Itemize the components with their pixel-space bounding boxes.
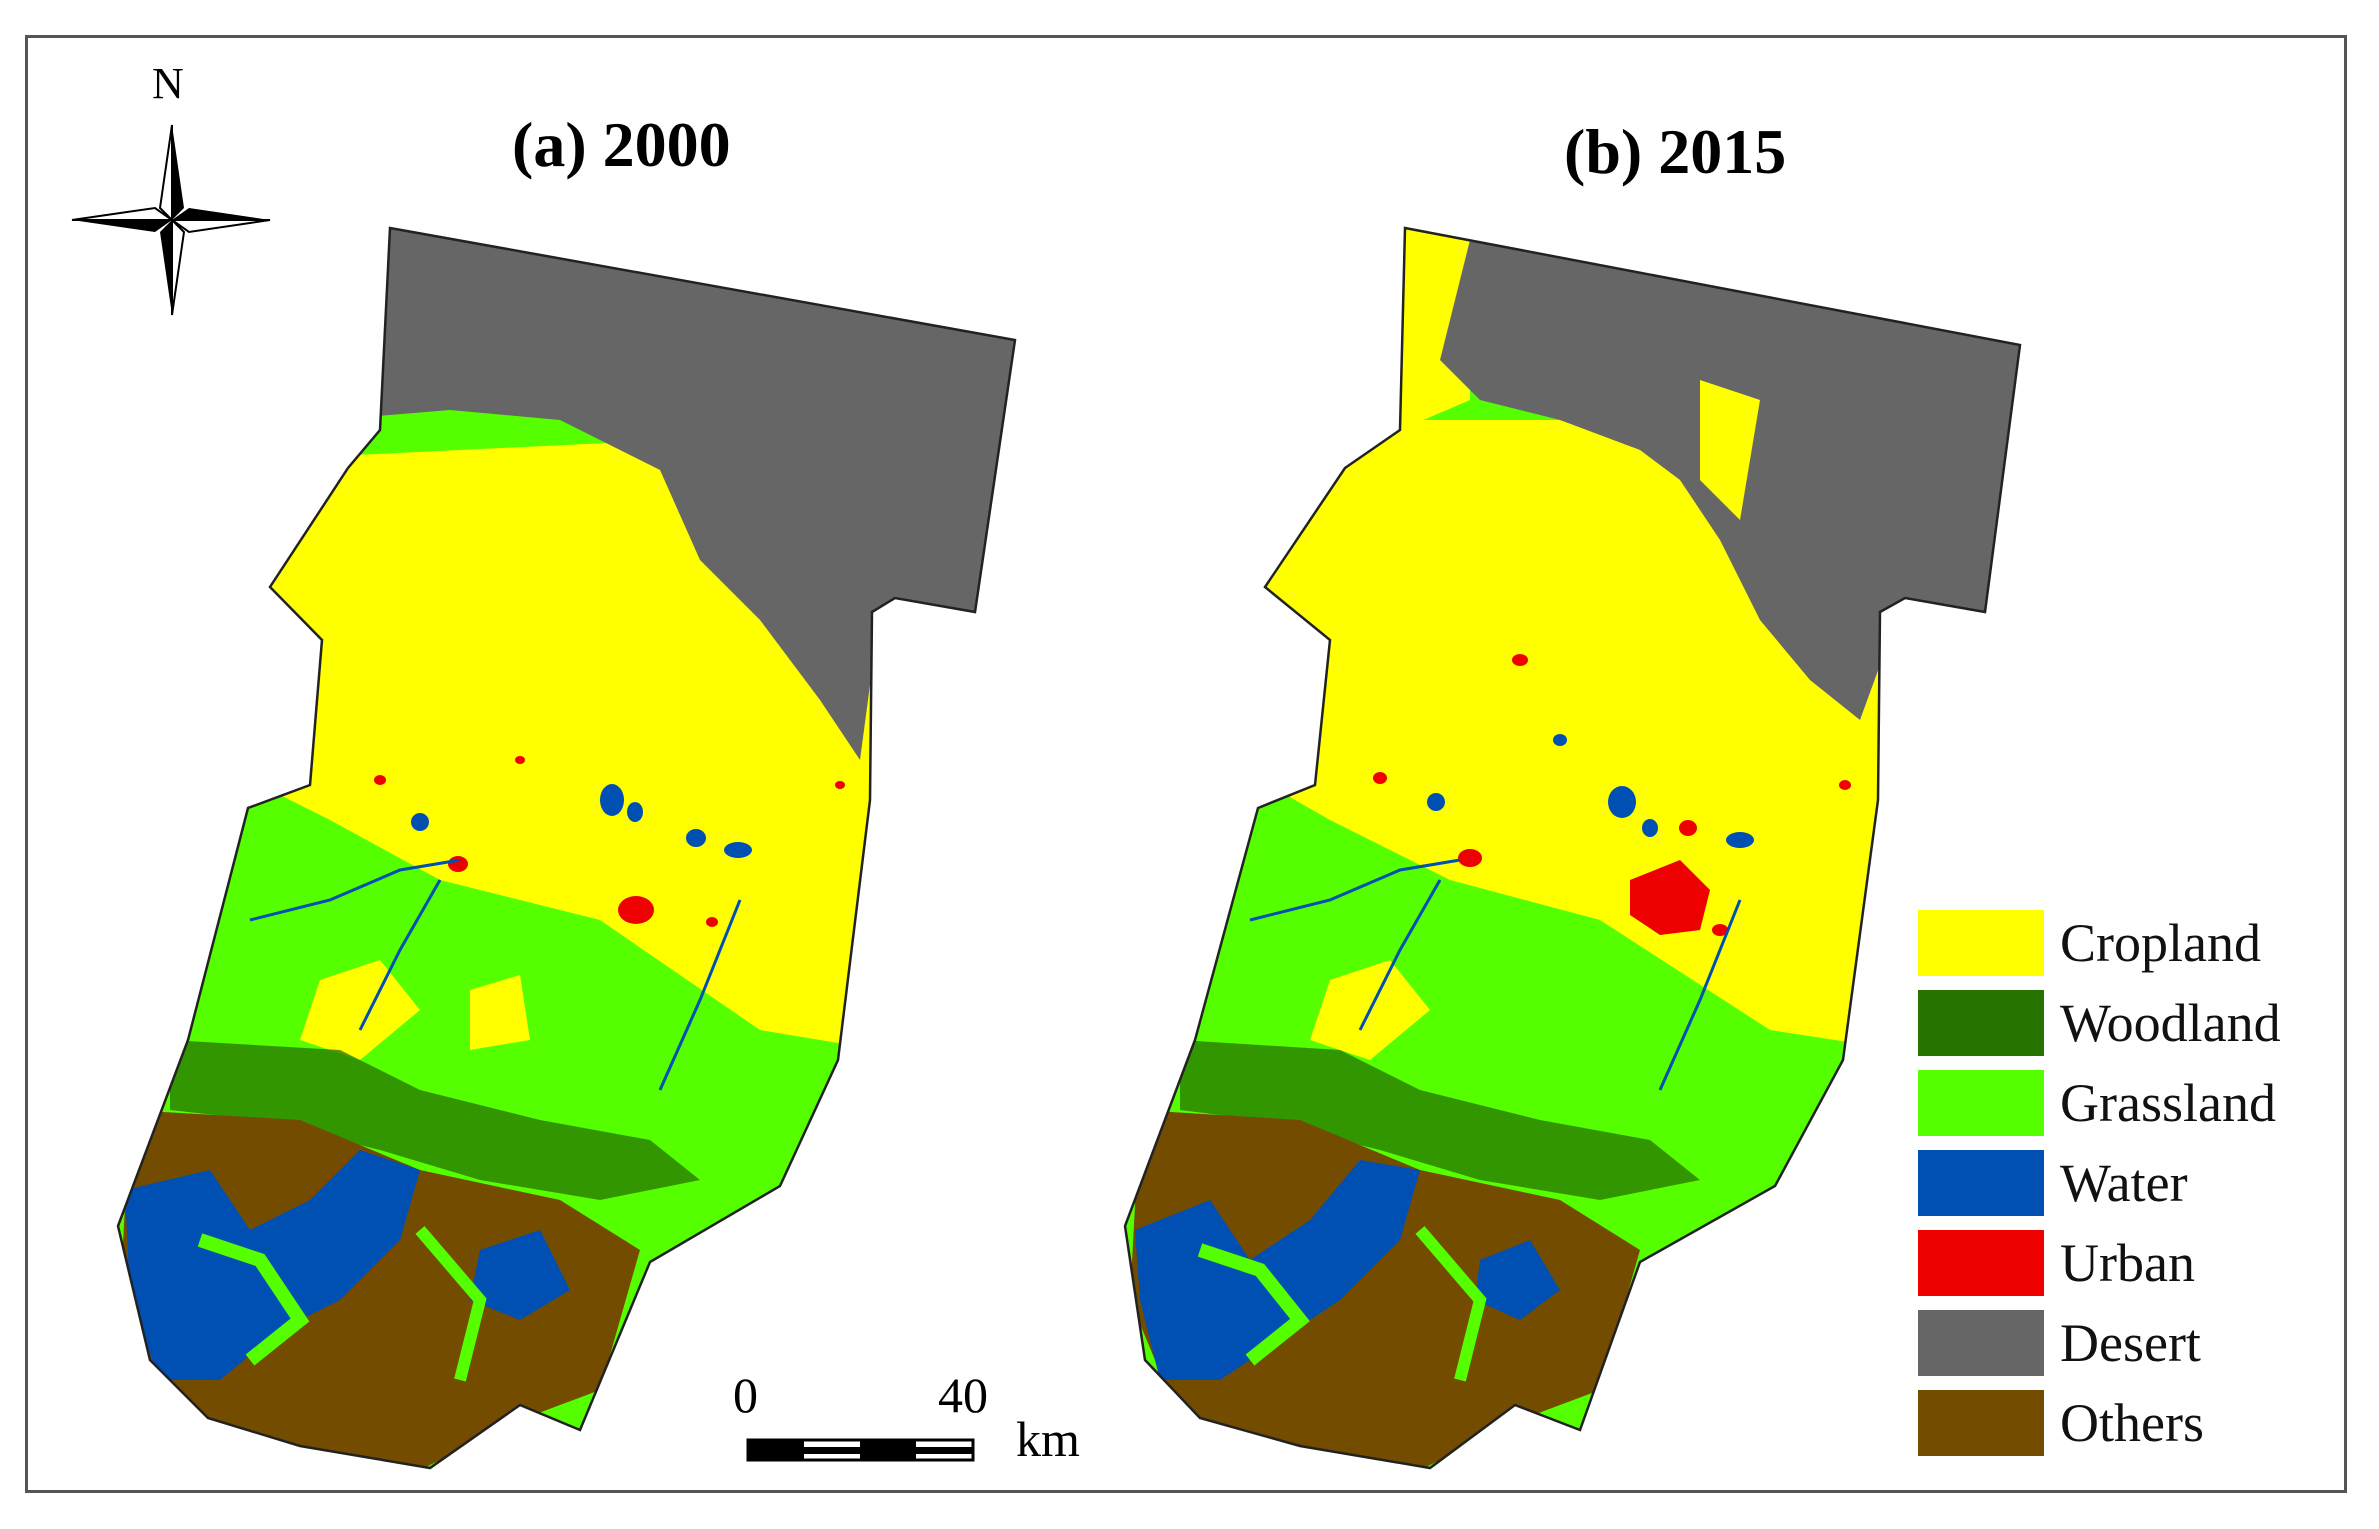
cropland-area <box>250 430 880 1050</box>
north-label: N <box>152 59 184 108</box>
legend-item-water: Water <box>1918 1150 2318 1216</box>
urban-area <box>448 856 468 872</box>
water-area <box>125 1150 420 1380</box>
cropland-area <box>1400 228 1470 430</box>
legend-swatch <box>1918 1310 2044 1376</box>
urban-area <box>618 896 654 924</box>
compass-rose-icon <box>71 124 271 316</box>
woodland-band <box>170 1040 700 1200</box>
water-area <box>1135 1160 1420 1380</box>
legend-item-woodland: Woodland <box>1918 990 2318 1056</box>
map-title-2000: (a) 2000 <box>512 109 731 180</box>
lake <box>1553 734 1567 746</box>
legend-item-desert: Desert <box>1918 1310 2318 1376</box>
legend-swatch <box>1918 1070 2044 1136</box>
water-area <box>470 1230 570 1320</box>
legend-label: Others <box>2060 1393 2204 1453</box>
river <box>249 858 461 922</box>
legend-swatch <box>1918 1390 2044 1456</box>
cropland-patch <box>470 975 530 1050</box>
river <box>358 879 442 1031</box>
urban-area <box>1679 820 1697 836</box>
urban-area <box>1839 780 1851 790</box>
urban-area <box>835 781 845 789</box>
legend-label: Woodland <box>2060 993 2281 1053</box>
legend-label: Urban <box>2060 1233 2195 1293</box>
lake <box>627 802 643 822</box>
scale-bar <box>746 1438 975 1462</box>
legend-label: Grassland <box>2060 1073 2276 1133</box>
river <box>1249 858 1461 922</box>
legend-swatch <box>1918 1150 2044 1216</box>
cropland-patch <box>1700 380 1760 520</box>
urban-area <box>1712 924 1728 936</box>
river <box>1658 899 1742 1091</box>
scale-start-label: 0 <box>733 1367 758 1423</box>
urban-area <box>1373 772 1387 784</box>
urban-area <box>1630 860 1710 935</box>
scale-end-label: 40 <box>938 1367 988 1423</box>
map-title-2015: (b) 2015 <box>1564 116 1787 187</box>
lake <box>1427 793 1445 811</box>
others-area <box>1130 1110 1640 1468</box>
legend-item-grassland: Grassland <box>1918 1070 2318 1136</box>
legend-swatch <box>1918 910 2044 976</box>
lake <box>1608 786 1636 818</box>
urban-area <box>515 756 525 764</box>
map-2015 <box>1123 226 2022 1470</box>
scale-unit-label: km <box>1016 1411 1080 1467</box>
river <box>658 899 742 1091</box>
urban-area <box>706 917 718 927</box>
lake <box>1642 819 1658 837</box>
river <box>1358 879 1442 1031</box>
legend-label: Water <box>2060 1153 2188 1213</box>
woodland-band <box>1180 1040 1700 1200</box>
legend-label: Desert <box>2060 1313 2201 1373</box>
legend-item-others: Others <box>1918 1390 2318 1456</box>
legend-label: Cropland <box>2060 913 2261 973</box>
lake <box>411 813 429 831</box>
boundary-2000 <box>116 226 1017 1470</box>
urban-area <box>374 775 386 785</box>
cropland-patch <box>300 960 420 1060</box>
lake <box>600 784 624 816</box>
lake <box>686 829 706 847</box>
boundary-2015 <box>1123 226 2022 1470</box>
urban-area <box>1458 849 1482 867</box>
map-2000 <box>116 226 1017 1470</box>
desert-area <box>260 228 1015 760</box>
legend-swatch <box>1918 1230 2044 1296</box>
legend-item-cropland: Cropland <box>1918 910 2318 976</box>
others-area <box>120 1110 640 1468</box>
legend-item-urban: Urban <box>1918 1230 2318 1296</box>
legend-swatch <box>1918 990 2044 1056</box>
urban-area <box>1512 654 1528 666</box>
lake <box>724 842 752 858</box>
water-area <box>1475 1240 1560 1320</box>
lake <box>1726 832 1754 848</box>
